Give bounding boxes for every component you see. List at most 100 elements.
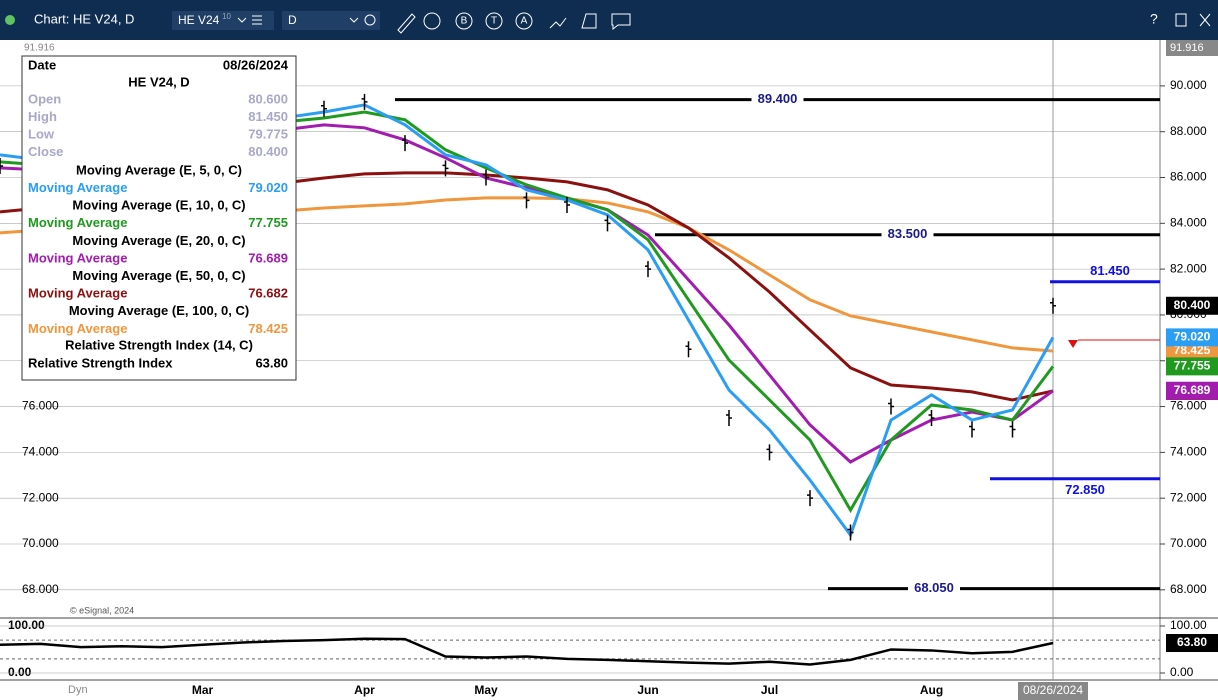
study-label: Moving Average: [28, 250, 127, 265]
y-top-tag: [1166, 40, 1218, 56]
ohlc-value: 80.400: [248, 144, 288, 159]
ohlc-label: High: [28, 109, 57, 124]
value-tag: [1166, 296, 1218, 315]
interval: D: [288, 13, 297, 27]
info-panel: [21, 55, 297, 381]
study-header: Moving Average (E, 20, 0, C): [72, 233, 245, 248]
x-tick-label: Jun: [637, 683, 658, 697]
rsi-tag-label: 63.80: [1177, 635, 1207, 649]
value-tag-label: 79.020: [1174, 330, 1211, 344]
tool-icon: [455, 12, 473, 30]
price-bar: [604, 215, 611, 232]
y-top-label-left: 91.916: [24, 43, 55, 54]
y-tick-label: 84.000: [1170, 215, 1207, 229]
level-label: 72.850: [1065, 482, 1105, 497]
clock-icon[interactable]: [364, 14, 376, 26]
rsi-tick-label-left: 100.00: [8, 618, 45, 632]
symbol-box[interactable]: [172, 11, 274, 30]
value-tag-label: 76.689: [1174, 383, 1211, 397]
ohlc-label: Low: [28, 127, 55, 142]
interval-menu[interactable]: [349, 17, 359, 23]
level-label-bg: [881, 226, 934, 243]
tool-icon: [485, 12, 503, 30]
ohlc-value: 81.450: [248, 109, 288, 124]
y-tick-label: 76.000: [1170, 399, 1207, 413]
value-tag: [1166, 381, 1218, 400]
interval-box[interactable]: [282, 11, 380, 30]
symbol-menu[interactable]: [237, 15, 262, 25]
study-header: Moving Average (E, 5, 0, C): [76, 162, 242, 177]
value-tag-label: 77.755: [1174, 359, 1211, 373]
value-tag: [1166, 357, 1218, 376]
draw-icon[interactable]: [397, 13, 416, 34]
study-header: Moving Average (E, 50, 0, C): [72, 268, 245, 283]
level-label-bg: [751, 91, 804, 108]
y-tick-label-left: 74.000: [22, 445, 59, 459]
value-tag-label: 80.400: [1174, 298, 1211, 312]
y-tick-label: 70.000: [1170, 536, 1207, 550]
level-label: 89.400: [758, 91, 798, 106]
date-label: Date: [28, 57, 56, 72]
price-bar: [847, 524, 854, 541]
price-bar: [969, 421, 975, 438]
symbol-sup: 10: [222, 12, 231, 21]
price-bar: [1050, 297, 1056, 314]
y-tick-label-left: 76.000: [22, 399, 59, 413]
price-bar: [645, 261, 651, 278]
x-tick-label: Jul: [761, 683, 778, 697]
study-header: Moving Average (E, 100, 0, C): [69, 303, 249, 318]
tool-icons[interactable]: [549, 13, 631, 31]
value-tag: [1166, 328, 1218, 347]
level-label: 81.450: [1090, 263, 1130, 278]
y-tick-label-left: 72.000: [22, 490, 59, 504]
price-bar: [685, 341, 692, 358]
help[interactable]: ?: [1150, 11, 1158, 27]
price-bar: [564, 196, 570, 213]
ohlc-label: Close: [28, 144, 63, 159]
x-tick-label: Mar: [192, 683, 214, 697]
study-label: Moving Average: [28, 180, 127, 195]
x-tick-label: 08/26/2024: [1023, 683, 1083, 697]
value-tag: [1166, 342, 1218, 361]
wave-icon[interactable]: [423, 12, 441, 30]
price-bar: [888, 398, 894, 415]
study-header: Moving Average (E, 10, 0, C): [72, 198, 245, 213]
price-bar: [523, 192, 530, 209]
copyright: © eSignal, 2024: [70, 605, 134, 615]
level-label-bg: [908, 580, 960, 597]
level-label: 83.500: [888, 226, 928, 241]
study-header: Relative Strength Index (14, C): [65, 337, 253, 352]
tool-letter: B: [461, 16, 468, 27]
price-bar: [361, 93, 368, 110]
y-tick-label: 72.000: [1170, 490, 1207, 504]
rsi-line: [0, 637, 1054, 666]
rsi-tick-label-left: 0.00: [8, 665, 32, 679]
window-title: Chart: HE V24, D: [34, 11, 134, 26]
price-bar: [1009, 421, 1016, 438]
price-bar: [442, 160, 449, 177]
ohlc-value: 80.600: [248, 91, 288, 106]
y-tick-label-left: 68.000: [22, 582, 59, 596]
tool-letter: A: [521, 16, 528, 27]
price-bar: [483, 169, 489, 186]
dyn-label[interactable]: Dyn: [68, 684, 88, 696]
tool-letter: T: [491, 16, 497, 27]
level-label: 68.050: [914, 580, 954, 595]
price-bar: [321, 100, 327, 117]
x-tick-label: Apr: [354, 683, 375, 697]
rsi-tick-label: 100.00: [1170, 618, 1207, 632]
study-label: Moving Average: [28, 286, 127, 301]
alert-marker: [1068, 340, 1078, 348]
study-label: Moving Average: [28, 321, 127, 336]
y-tick-label: 88.000: [1170, 124, 1207, 138]
window-buttons[interactable]: [1175, 13, 1211, 27]
x-tick-label: May: [474, 683, 498, 697]
x-tick-label: Aug: [920, 683, 943, 697]
study-value: 76.682: [248, 286, 288, 301]
ohlc-label: Open: [28, 91, 61, 106]
study-value: 77.755: [248, 215, 288, 230]
tool-icon: [515, 12, 533, 30]
study-value: 79.020: [248, 180, 288, 195]
study-value: 76.689: [248, 250, 288, 265]
price-bar: [726, 410, 732, 427]
